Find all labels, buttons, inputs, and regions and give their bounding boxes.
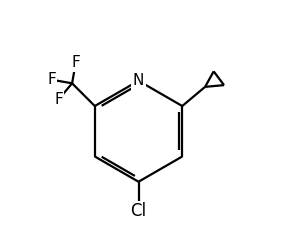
Text: F: F xyxy=(55,92,63,107)
Text: F: F xyxy=(71,55,80,70)
Text: N: N xyxy=(133,73,144,88)
Text: F: F xyxy=(47,72,56,87)
Text: Cl: Cl xyxy=(130,202,147,220)
